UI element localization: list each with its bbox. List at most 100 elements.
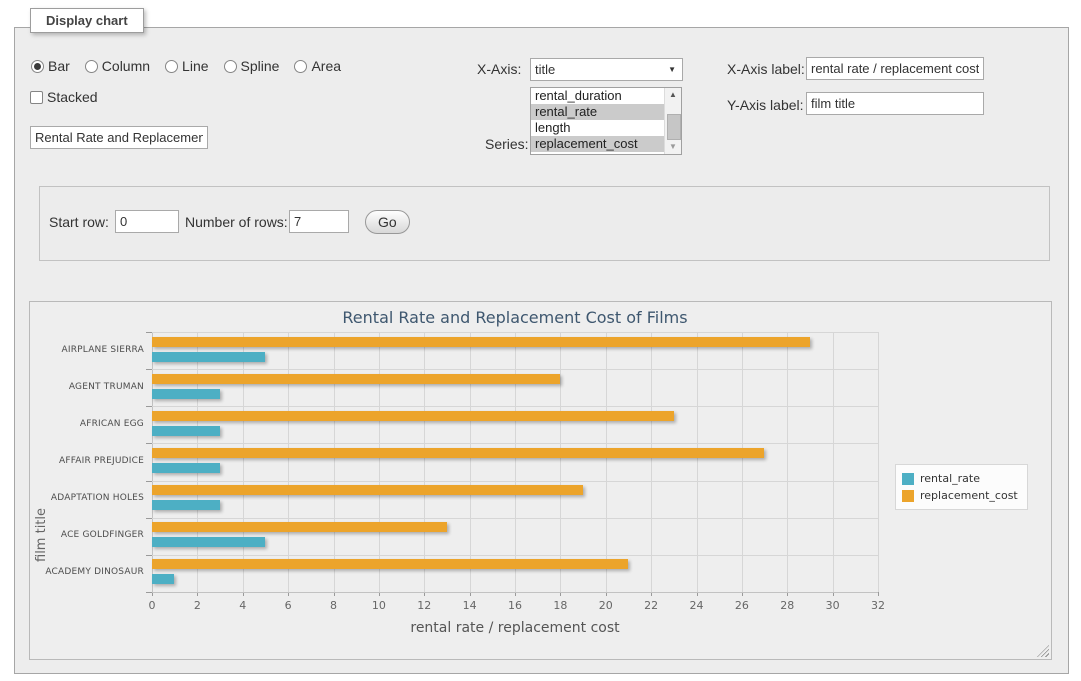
series-listbox[interactable]: rental_durationrental_ratelengthreplacem… — [530, 87, 682, 155]
x-axis-tick — [878, 592, 879, 596]
x-axis-tick-label: 6 — [268, 599, 308, 612]
radio-label: Area — [311, 58, 341, 74]
gridline-vertical — [470, 332, 471, 592]
rows-panel: Start row: Number of rows: Go — [39, 186, 1050, 261]
scrollbar-up-icon[interactable]: ▲ — [665, 88, 681, 102]
start-row-input[interactable] — [115, 210, 179, 233]
x-axis-label-input[interactable] — [806, 57, 984, 80]
gridline-horizontal — [152, 443, 878, 444]
series-listbox-label: Series: — [485, 136, 529, 152]
gridline-vertical — [878, 332, 879, 592]
x-axis-tick-label: 20 — [586, 599, 626, 612]
gridline-vertical — [651, 332, 652, 592]
gridline-horizontal — [152, 592, 878, 593]
series-option-length[interactable]: length — [531, 120, 664, 136]
chart-legend: rental_rate replacement_cost — [895, 464, 1028, 510]
bar-rental_rate — [152, 574, 174, 584]
number-of-rows-label: Number of rows: — [185, 214, 288, 230]
category-label: ACE GOLDFINGER — [30, 530, 144, 540]
bar-rental_rate — [152, 352, 265, 362]
chart-title: Rental Rate and Replacement Cost of Film… — [152, 308, 878, 327]
x-axis-tick-label: 0 — [132, 599, 172, 612]
chart-type-option-column[interactable]: Column — [85, 58, 150, 74]
radio-area[interactable] — [294, 60, 307, 73]
y-axis-tick — [146, 481, 152, 482]
y-axis-tick — [146, 555, 152, 556]
legend-item-rental_rate[interactable]: rental_rate — [902, 470, 1018, 487]
bar-rental_rate — [152, 463, 220, 473]
stacked-checkbox[interactable] — [30, 91, 43, 104]
y-axis-tick — [146, 406, 152, 407]
gridline-horizontal — [152, 555, 878, 556]
radio-label: Line — [182, 58, 208, 74]
legend-swatch-icon — [902, 490, 914, 502]
x-axis-tick-label: 8 — [314, 599, 354, 612]
gridline-horizontal — [152, 481, 878, 482]
gridline-vertical — [787, 332, 788, 592]
series-option-rental_rate[interactable]: rental_rate — [531, 104, 664, 120]
gridline-vertical — [515, 332, 516, 592]
bar-rental_rate — [152, 389, 220, 399]
resize-handle-icon[interactable] — [1037, 645, 1049, 657]
x-axis-select-wrap: title ▼ — [530, 58, 683, 81]
bar-replacement_cost — [152, 411, 674, 421]
legend-item-replacement_cost[interactable]: replacement_cost — [902, 487, 1018, 504]
bar-replacement_cost — [152, 485, 583, 495]
scrollbar-thumb[interactable] — [667, 114, 681, 140]
chart-type-option-spline[interactable]: Spline — [224, 58, 280, 74]
bar-rental_rate — [152, 426, 220, 436]
stacked-option[interactable]: Stacked — [30, 89, 98, 105]
stacked-label: Stacked — [47, 89, 98, 105]
legend-label: replacement_cost — [920, 489, 1018, 502]
gridline-vertical — [424, 332, 425, 592]
chart-type-radio-group: Bar Column Line Spline Area — [31, 58, 341, 74]
y-axis-tick — [146, 369, 152, 370]
x-axis-tick-label: 10 — [359, 599, 399, 612]
radio-label: Bar — [48, 58, 70, 74]
radio-label: Spline — [241, 58, 280, 74]
series-listbox-scrollbar[interactable]: ▲ ▼ — [664, 88, 681, 154]
gridline-vertical — [560, 332, 561, 592]
radio-spline[interactable] — [224, 60, 237, 73]
bar-replacement_cost — [152, 448, 764, 458]
gridline-vertical — [288, 332, 289, 592]
radio-line[interactable] — [165, 60, 178, 73]
radio-column[interactable] — [85, 60, 98, 73]
gridline-vertical — [243, 332, 244, 592]
series-options: rental_durationrental_ratelengthreplacem… — [531, 88, 664, 154]
gridline-vertical — [833, 332, 834, 592]
legend-label: rental_rate — [920, 472, 980, 485]
start-row-label: Start row: — [49, 214, 109, 230]
chart-x-axis-title: rental rate / replacement cost — [152, 620, 878, 636]
x-axis-tick-label: 16 — [495, 599, 535, 612]
x-axis-tick-label: 28 — [767, 599, 807, 612]
series-option-rental_duration[interactable]: rental_duration — [531, 88, 664, 104]
y-axis-label-input[interactable] — [806, 92, 984, 115]
radio-bar[interactable] — [31, 60, 44, 73]
chart-title-input[interactable] — [30, 126, 208, 149]
x-axis-tick-label: 14 — [450, 599, 490, 612]
chart-type-option-area[interactable]: Area — [294, 58, 341, 74]
x-axis-select-label: X-Axis: — [477, 61, 521, 77]
x-axis-tick-label: 18 — [540, 599, 580, 612]
gridline-vertical — [334, 332, 335, 592]
bar-rental_rate — [152, 500, 220, 510]
gridline-vertical — [379, 332, 380, 592]
x-axis-tick-label: 26 — [722, 599, 762, 612]
scrollbar-down-icon[interactable]: ▼ — [665, 140, 681, 154]
series-option-replacement_cost[interactable]: replacement_cost — [531, 136, 664, 152]
x-axis-select[interactable]: title — [530, 58, 683, 81]
y-axis-tick — [146, 592, 152, 593]
bar-replacement_cost — [152, 522, 447, 532]
chart-type-option-bar[interactable]: Bar — [31, 58, 70, 74]
display-chart-tab: Display chart — [30, 8, 144, 33]
x-axis-tick-label: 2 — [177, 599, 217, 612]
bar-replacement_cost — [152, 559, 628, 569]
x-axis-tick-label: 22 — [631, 599, 671, 612]
y-axis-label-label: Y-Axis label: — [727, 97, 804, 113]
number-of-rows-input[interactable] — [289, 210, 349, 233]
go-button[interactable]: Go — [365, 210, 410, 234]
category-label: AGENT TRUMAN — [30, 382, 144, 392]
chart-type-option-line[interactable]: Line — [165, 58, 208, 74]
x-axis-tick-label: 4 — [223, 599, 263, 612]
